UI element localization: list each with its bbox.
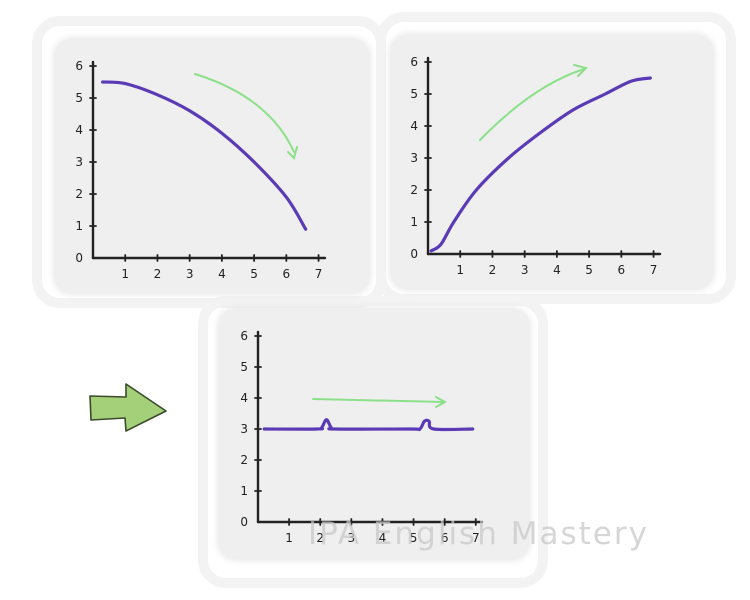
- x-tick-label: 7: [650, 263, 658, 277]
- y-tick-label: 5: [75, 91, 83, 105]
- data-line: [101, 80, 308, 231]
- panel-frame-2: [376, 12, 736, 304]
- y-tick-label: 6: [75, 59, 83, 73]
- chart-panel-3: [220, 310, 528, 558]
- y-tick-label: 6: [410, 55, 418, 69]
- x-tick-label: 1: [456, 263, 464, 277]
- right-arrow-icon: [89, 383, 167, 432]
- y-tick-label: 0: [240, 515, 248, 529]
- y-tick-label: 2: [240, 453, 248, 467]
- data-line: [262, 418, 475, 432]
- y-tick-label: 6: [240, 329, 248, 343]
- y-tick-label: 3: [240, 422, 248, 436]
- x-tick-label: 5: [585, 263, 593, 277]
- x-tick-label: 5: [250, 267, 258, 281]
- y-tick-label: 5: [410, 87, 418, 101]
- y-tick-label: 2: [410, 183, 418, 197]
- x-tick-label: 4: [218, 267, 226, 281]
- x-tick-label: 1: [121, 267, 129, 281]
- panel-frame-3: [198, 296, 548, 588]
- y-tick-label: 4: [240, 391, 248, 405]
- y-tick-label: 3: [75, 155, 83, 169]
- x-tick-label: 3: [348, 531, 356, 545]
- y-tick-label: 1: [410, 215, 418, 229]
- y-tick-label: 0: [75, 251, 83, 265]
- trend-arrowhead-icon: [287, 146, 298, 160]
- x-tick-label: 4: [379, 531, 387, 545]
- trend-arrow-icon: [312, 398, 445, 403]
- x-tick-label: 5: [410, 531, 418, 545]
- y-tick-label: 5: [240, 360, 248, 374]
- data-line: [429, 76, 652, 253]
- x-tick-label: 7: [472, 531, 480, 545]
- y-tick-label: 1: [75, 219, 83, 233]
- trend-arrow-icon: [194, 73, 295, 153]
- x-tick-label: 2: [316, 531, 324, 545]
- y-tick-label: 4: [410, 119, 418, 133]
- trend-arrowhead-icon: [435, 396, 448, 408]
- watermark-text: IPA English Mastery: [308, 516, 649, 552]
- x-tick-label: 7: [315, 267, 323, 281]
- x-tick-label: 3: [521, 263, 529, 277]
- y-tick-label: 1: [240, 484, 248, 498]
- x-tick-label: 6: [618, 263, 626, 277]
- trend-arrow-icon: [479, 68, 585, 141]
- x-tick-label: 6: [283, 267, 291, 281]
- x-tick-label: 2: [489, 263, 497, 277]
- y-tick-label: 2: [75, 187, 83, 201]
- x-tick-label: 2: [154, 267, 162, 281]
- y-tick-label: 0: [410, 247, 418, 261]
- y-tick-label: 3: [410, 151, 418, 165]
- chart-panel-2: [392, 36, 712, 288]
- y-tick-label: 4: [75, 123, 83, 137]
- x-tick-label: 4: [553, 263, 561, 277]
- trend-arrowhead-icon: [573, 64, 588, 77]
- x-tick-label: 1: [285, 531, 293, 545]
- x-tick-label: 6: [441, 531, 449, 545]
- x-tick-label: 3: [186, 267, 194, 281]
